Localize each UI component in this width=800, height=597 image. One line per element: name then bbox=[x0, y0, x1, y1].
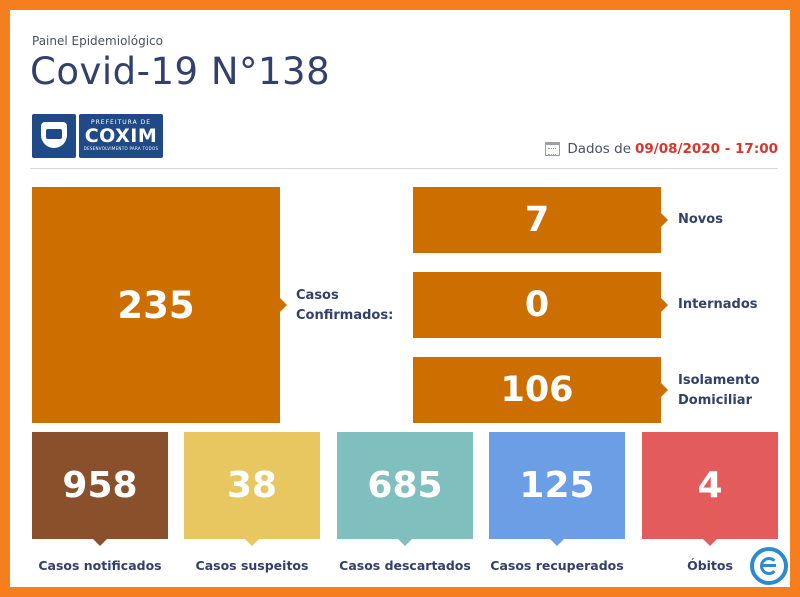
confirmed-cases-label: Casos Confirmados: bbox=[296, 286, 393, 326]
bulletin-title: Covid-19 N°138 bbox=[30, 50, 331, 93]
confirmed-cases-box: 235 bbox=[32, 187, 287, 423]
notified-cases-card: 958 bbox=[32, 432, 168, 546]
data-date-row: Dados de 09/08/2020 - 17:00 bbox=[545, 141, 778, 157]
home-isolation-label: Isolamento Domiciliar bbox=[678, 371, 760, 411]
hospitalized-label-line-1: Internados bbox=[678, 297, 758, 312]
logo-plate: PREFEITURA DE COXIM DESENVOLVIMENTO PARA… bbox=[79, 114, 163, 158]
calendar-icon bbox=[545, 142, 561, 156]
deaths-label: Óbitos bbox=[687, 558, 733, 573]
publisher-logo-icon bbox=[750, 547, 788, 585]
confirmed-label-line-2: Confirmados: bbox=[296, 308, 394, 323]
home-isolation-label-line-1: Isolamento bbox=[678, 373, 760, 388]
suspected-cases-card: 38 bbox=[184, 432, 320, 546]
confirmed-label-line-1: Casos bbox=[296, 288, 339, 303]
report-date: 09/08/2020 - 17:00 bbox=[635, 141, 778, 157]
logo-line-1: PREFEITURA DE bbox=[91, 119, 151, 126]
prefeitura-coxim-logo: PREFEITURA DE COXIM DESENVOLVIMENTO PARA… bbox=[32, 114, 163, 158]
suspected-cases-label: Casos suspeitos bbox=[195, 558, 309, 573]
new-cases-label-line-1: Novos bbox=[678, 212, 723, 227]
home-isolation-box: 106 bbox=[413, 357, 668, 423]
logo-line-2: COXIM bbox=[84, 125, 158, 147]
bulletin-panel: Painel Epidemiológico Covid-19 N°138 PRE… bbox=[10, 10, 790, 587]
date-prefix: Dados de bbox=[567, 141, 632, 157]
panel-subtitle: Painel Epidemiológico bbox=[32, 34, 163, 48]
header-divider bbox=[30, 168, 778, 169]
recovered-cases-card: 125 bbox=[489, 432, 625, 546]
logo-line-3: DESENVOLVIMENTO PARA TODOS bbox=[83, 146, 159, 151]
discarded-cases-label: Casos descartados bbox=[339, 558, 471, 573]
discarded-cases-card: 685 bbox=[337, 432, 473, 546]
notified-cases-label: Casos notificados bbox=[38, 558, 162, 573]
hospitalized-box: 0 bbox=[413, 272, 668, 338]
new-cases-label: Novos bbox=[678, 210, 723, 230]
hospitalized-label: Internados bbox=[678, 295, 758, 315]
recovered-cases-label: Casos recuperados bbox=[490, 558, 624, 573]
home-isolation-label-line-2: Domiciliar bbox=[678, 393, 752, 408]
city-crest-icon bbox=[32, 114, 76, 158]
deaths-card: 4 bbox=[642, 432, 778, 546]
new-cases-box: 7 bbox=[413, 187, 668, 253]
